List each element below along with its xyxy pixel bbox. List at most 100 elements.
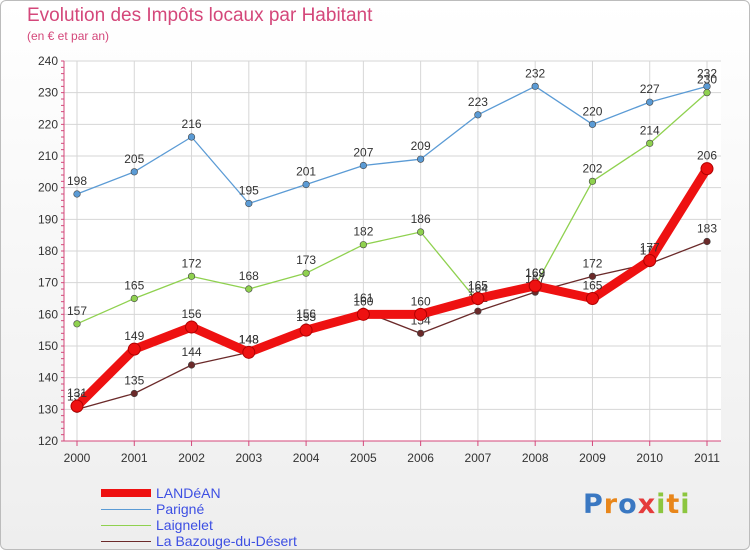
data-point-la-bazouge-du-desert [588, 272, 597, 280]
data-label-landean: 206 [697, 149, 717, 163]
data-label-la-bazouge-du-desert: 148 [239, 332, 259, 346]
data-point-la-bazouge-du-desert [187, 361, 196, 369]
data-point-laignelet [245, 285, 253, 293]
legend-label-landean: LANDéAN [156, 485, 221, 501]
data-point-parigne [359, 161, 367, 170]
data-point-laignelet [417, 228, 425, 236]
legend-label-la-bazouge: La Bazouge-du-Désert [156, 533, 297, 549]
data-point-parigne [130, 168, 138, 176]
x-tick-label: 2003 [235, 451, 262, 465]
x-tick-label: 2005 [350, 451, 377, 465]
data-point-parigne [187, 133, 196, 141]
data-label-landean: 160 [411, 294, 431, 308]
data-label-laignelet: 202 [582, 161, 602, 175]
y-tick-label: 150 [38, 339, 58, 353]
data-label-landean: 156 [182, 307, 202, 321]
data-point-laignelet [703, 89, 711, 97]
data-label-landean: 155 [296, 310, 316, 324]
y-tick-label: 230 [38, 86, 58, 100]
data-label-parigne: 207 [353, 146, 373, 160]
data-point-laignelet [302, 269, 310, 277]
data-point-landean [356, 307, 370, 321]
data-label-parigne: 220 [582, 104, 602, 118]
data-label-parigne: 232 [697, 66, 717, 80]
x-tick-label: 2011 [694, 451, 720, 465]
data-point-laignelet [130, 294, 138, 303]
data-label-laignelet: 169 [525, 266, 545, 280]
legend-label-laignelet: Laignelet [156, 517, 213, 533]
data-point-landean [242, 345, 256, 359]
legend-swatch-parigne [101, 509, 151, 510]
y-tick-label: 220 [38, 117, 58, 131]
legend-label-parigne: Parigné [156, 501, 205, 517]
data-point-parigne [646, 98, 654, 106]
data-label-parigne: 201 [296, 165, 316, 179]
data-point-landean [70, 399, 84, 413]
data-point-parigne [588, 120, 597, 128]
data-point-laignelet [646, 139, 654, 147]
series-line-la-bazouge-du-desert [76, 240, 708, 410]
legend-swatch-landean [101, 489, 151, 497]
data-point-parigne [531, 82, 539, 90]
data-label-parigne: 216 [182, 117, 202, 131]
data-label-landean: 131 [67, 386, 87, 400]
y-tick-label: 240 [38, 54, 58, 68]
legend-swatch-laignelet [101, 525, 151, 526]
y-tick-label: 210 [38, 149, 58, 163]
data-label-laignelet: 172 [182, 256, 202, 270]
data-point-la-bazouge-du-desert [417, 329, 425, 337]
data-label-landean: 169 [525, 266, 545, 280]
data-point-la-bazouge-du-desert [474, 307, 482, 315]
data-label-laignelet: 165 [124, 279, 144, 293]
data-label-landean: 148 [239, 332, 259, 346]
data-point-landean [528, 279, 542, 293]
y-tick-label: 120 [38, 434, 58, 448]
data-point-laignelet [73, 320, 81, 328]
y-tick-label: 130 [38, 402, 58, 416]
data-label-parigne: 198 [67, 174, 87, 188]
data-label-la-bazouge-du-desert: 156 [296, 307, 316, 321]
x-tick-label: 2000 [64, 451, 91, 465]
data-label-laignelet: 173 [296, 253, 316, 267]
series-line-landean [72, 164, 712, 411]
x-tick-label: 2010 [636, 451, 663, 465]
data-point-la-bazouge-du-desert [130, 389, 138, 398]
data-point-parigne [73, 190, 81, 198]
data-point-landean [185, 320, 199, 334]
data-label-la-bazouge-du-desert: 183 [697, 222, 717, 236]
x-tick-label: 2001 [121, 451, 148, 465]
data-label-landean: 160 [353, 294, 373, 308]
proxiti-logo: Proxiti [583, 489, 691, 520]
data-label-laignelet: 186 [411, 212, 431, 226]
data-label-parigne: 232 [525, 66, 545, 80]
y-tick-label: 190 [38, 212, 58, 226]
data-point-parigne [302, 180, 310, 189]
x-tick-label: 2002 [178, 451, 205, 465]
data-label-laignelet: 168 [239, 269, 259, 283]
x-tick-label: 2007 [465, 451, 492, 465]
data-point-landean [127, 342, 141, 356]
data-point-laignelet [359, 241, 367, 249]
data-point-parigne [245, 199, 253, 208]
data-label-parigne: 195 [239, 184, 259, 198]
data-label-parigne: 205 [124, 152, 144, 166]
series-line-laignelet [76, 92, 708, 325]
data-point-parigne [474, 111, 482, 119]
data-point-landean [299, 323, 313, 337]
data-label-laignelet: 214 [640, 123, 660, 137]
data-label-la-bazouge-du-desert: 144 [182, 345, 202, 359]
data-label-laignelet: 182 [353, 225, 373, 239]
data-label-landean: 177 [640, 241, 660, 255]
x-tick-label: 2006 [407, 451, 434, 465]
chart-title: Evolution des Impôts locaux par Habitant [27, 5, 373, 26]
y-tick-label: 160 [38, 307, 58, 321]
data-point-landean [414, 307, 428, 321]
x-tick-label: 2004 [293, 451, 320, 465]
data-label-parigne: 227 [640, 82, 660, 96]
data-label-parigne: 209 [411, 139, 431, 153]
data-point-landean [700, 162, 714, 176]
x-tick-label: 2009 [579, 451, 606, 465]
data-label-la-bazouge-du-desert: 172 [582, 256, 602, 270]
data-label-parigne: 223 [468, 95, 488, 109]
